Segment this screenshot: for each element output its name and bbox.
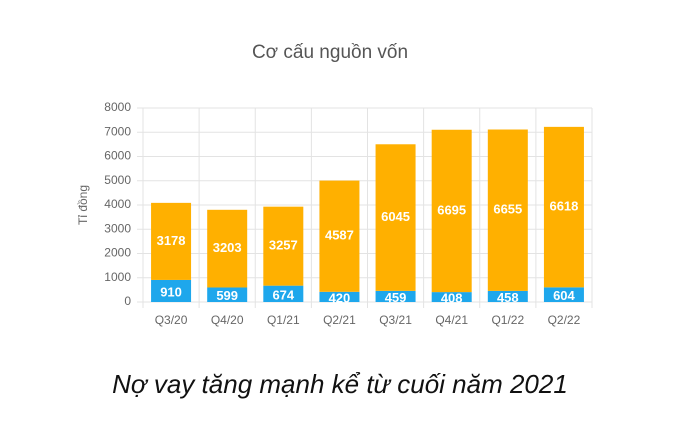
y-tick-label: 5000 (104, 173, 131, 187)
bar-segment (207, 287, 248, 302)
value-label: 6655 (493, 202, 522, 217)
value-label: 458 (497, 290, 519, 305)
bar-segment (375, 290, 416, 302)
bar-segment (431, 129, 472, 293)
caption: Nợ vay tăng mạnh kể từ cuối năm 2021 (112, 369, 568, 399)
value-label: 604 (553, 288, 575, 303)
y-tick-label: 0 (124, 294, 131, 308)
bar-segment (487, 129, 528, 291)
bar-segment (543, 126, 584, 288)
y-tick-label: 3000 (104, 221, 131, 235)
value-label: 910 (160, 284, 182, 299)
bar-segment (263, 206, 304, 286)
bar-segment (207, 209, 248, 288)
value-label: 6618 (549, 199, 578, 214)
value-label: 6695 (437, 202, 466, 217)
bar-segment (263, 285, 304, 302)
bar-segment (431, 292, 472, 302)
value-label: 3178 (157, 233, 186, 248)
value-label: 3257 (269, 238, 298, 253)
y-tick-label: 8000 (104, 100, 131, 114)
x-tick-label: Q1/21 (267, 313, 300, 327)
x-tick-label: Q3/21 (379, 313, 412, 327)
value-label: 6045 (381, 209, 410, 224)
value-label: 408 (441, 290, 463, 305)
value-label: 459 (385, 290, 407, 305)
y-axis-label: Tỉ đồng (76, 185, 90, 225)
bar-segment (151, 279, 192, 302)
value-label: 674 (272, 287, 294, 302)
x-tick-label: Q3/20 (155, 313, 188, 327)
value-label: 599 (216, 288, 238, 303)
bar-segment (543, 287, 584, 302)
value-label: 420 (329, 290, 351, 305)
y-tick-label: 6000 (104, 149, 131, 163)
bar-segment (319, 180, 360, 292)
bar-segment (151, 202, 192, 280)
x-tick-label: Q2/21 (323, 313, 356, 327)
value-label: 3203 (213, 240, 242, 255)
y-tick-label: 4000 (104, 197, 131, 211)
y-tick-label: 7000 (104, 124, 131, 138)
x-tick-label: Q2/22 (548, 313, 581, 327)
chart-title: Cơ cấu nguồn vốn (252, 42, 408, 63)
bar-segment (319, 291, 360, 302)
bar-segment (375, 144, 416, 291)
y-tick-label: 2000 (104, 246, 131, 260)
y-tick-label: 1000 (104, 270, 131, 284)
bar-segment (487, 290, 528, 302)
x-tick-label: Q1/22 (491, 313, 524, 327)
x-tick-label: Q4/20 (211, 313, 244, 327)
value-label: 4587 (325, 228, 354, 243)
x-tick-label: Q4/21 (435, 313, 468, 327)
